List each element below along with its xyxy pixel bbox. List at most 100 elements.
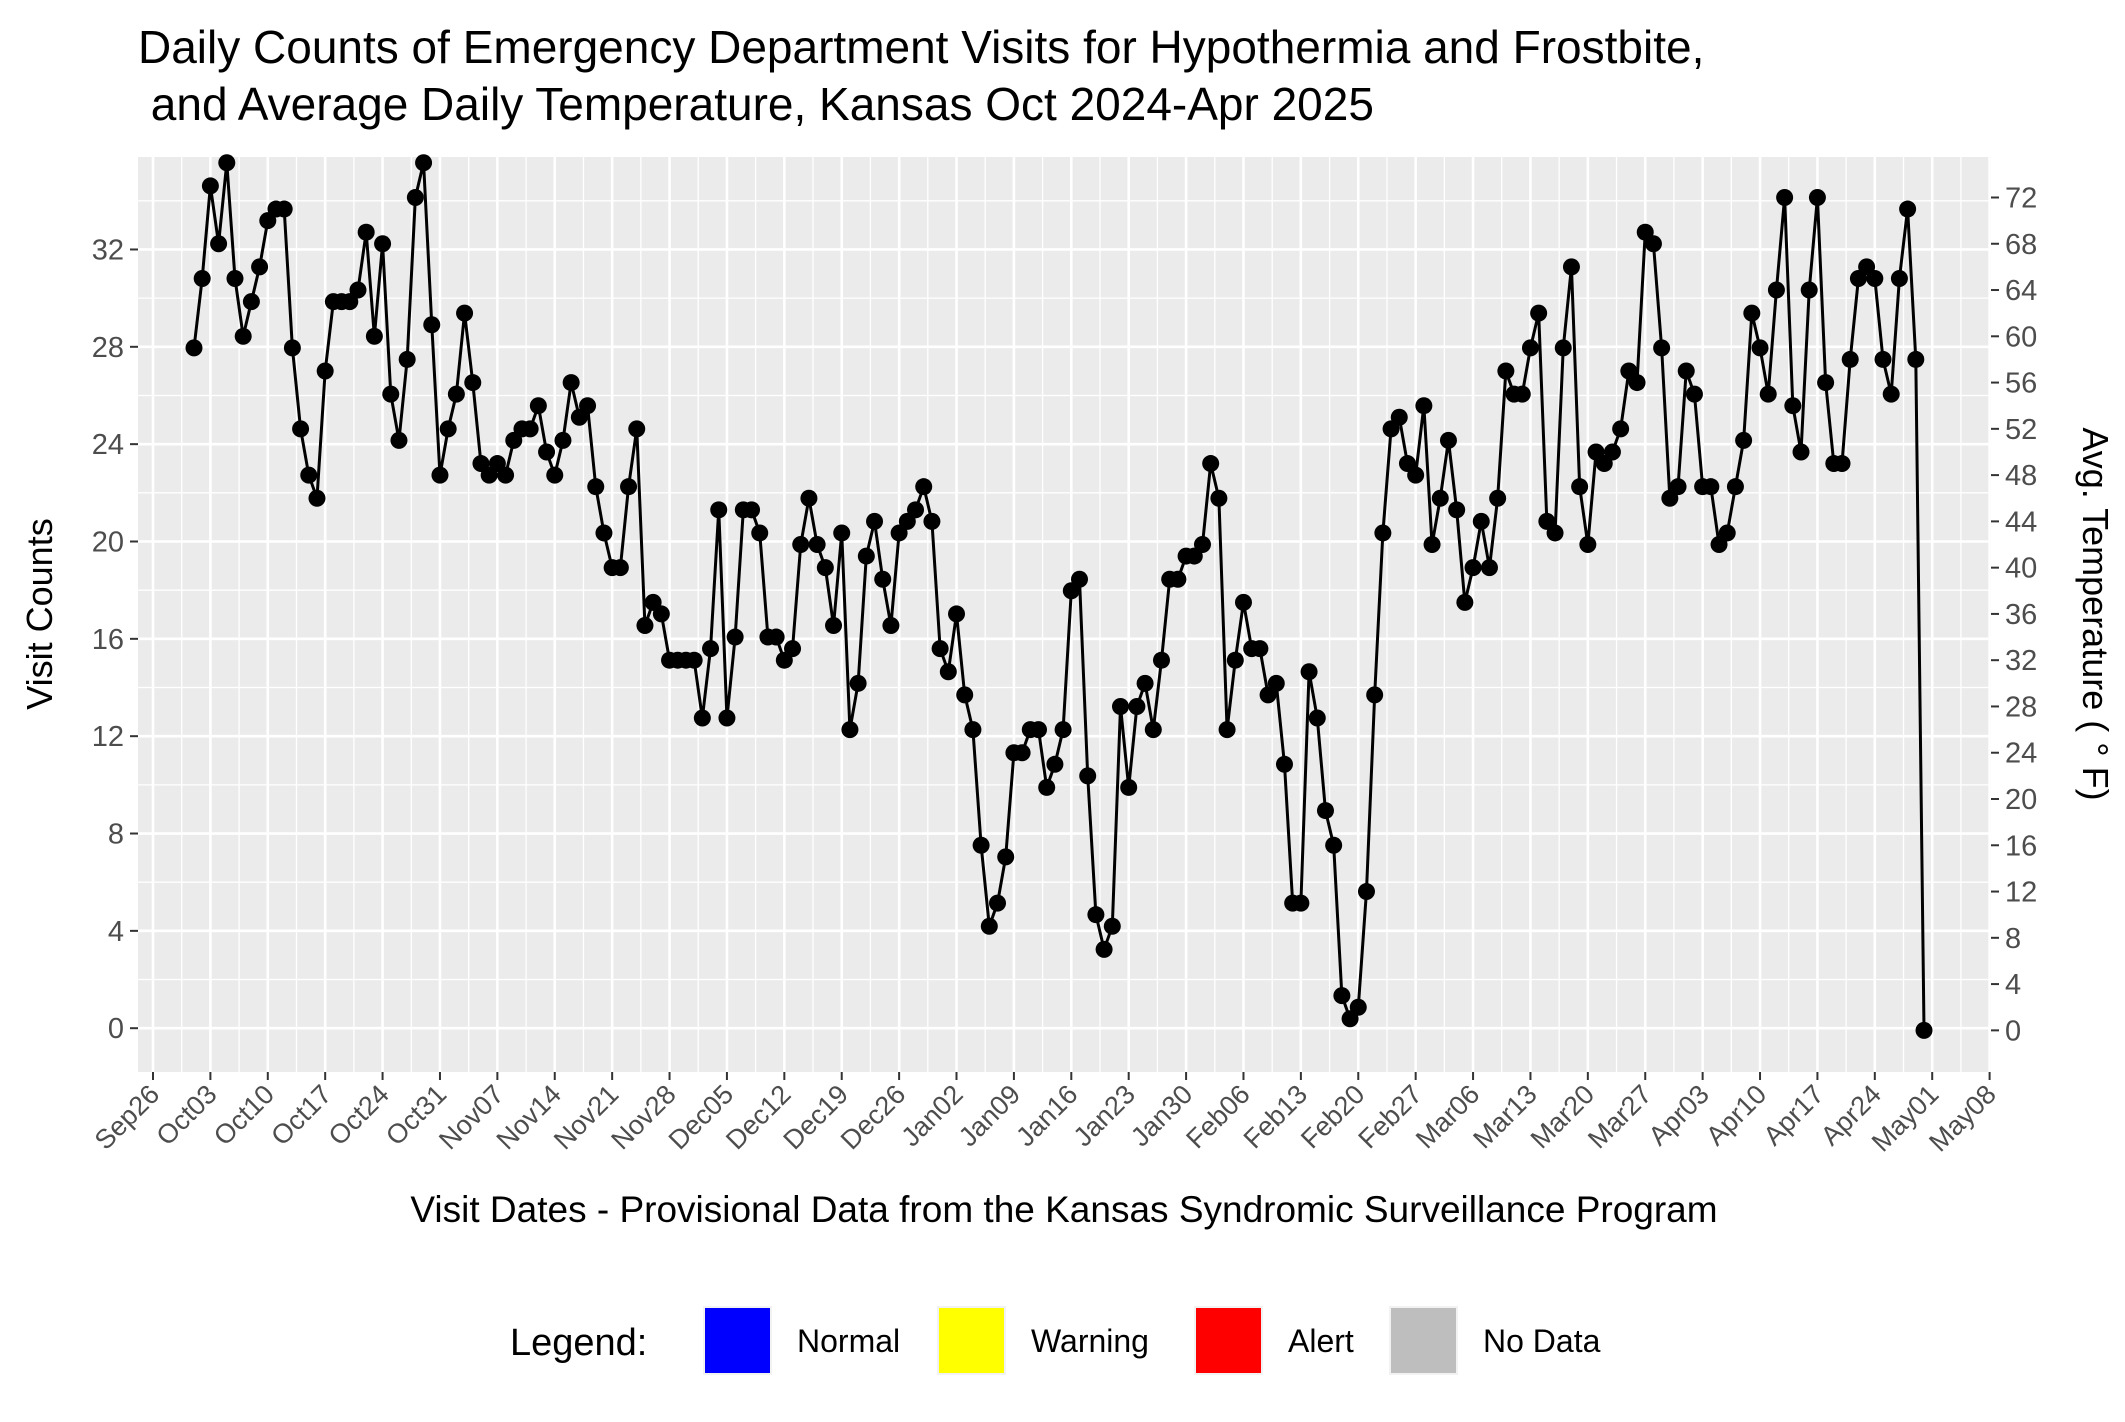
- temperature-point: [1267, 674, 1285, 692]
- chart-title-line-2: and Average Daily Temperature, Kansas Oc…: [138, 78, 1374, 130]
- temperature-point: [1571, 478, 1589, 496]
- temperature-point: [1128, 697, 1146, 715]
- x-tick-label: Dec05: [663, 1079, 739, 1155]
- temperature-point: [406, 188, 424, 206]
- x-tick-label: Apr10: [1700, 1079, 1772, 1151]
- temperature-point: [833, 524, 851, 542]
- temperature-point: [1325, 836, 1343, 854]
- temperature-point: [374, 235, 392, 253]
- temperature-points: [185, 154, 1933, 1039]
- temperature-point: [620, 478, 638, 496]
- temperature-point: [1316, 802, 1334, 820]
- temperature-point: [1423, 536, 1441, 554]
- temperature-point: [1866, 269, 1884, 287]
- left-tick-label: 8: [108, 819, 124, 851]
- temperature-point: [365, 327, 383, 345]
- x-axis-ticks: Sep26Oct03Oct10Oct17Oct24Oct31Nov07Nov14…: [89, 1072, 2002, 1158]
- temperature-point: [1702, 478, 1720, 496]
- right-tick-label: 28: [2005, 691, 2037, 723]
- temperature-point: [1439, 431, 1457, 449]
- left-tick-label: 20: [92, 526, 124, 558]
- temperature-point: [628, 420, 646, 438]
- left-tick-label: 32: [92, 234, 124, 266]
- temperature-point: [1300, 663, 1318, 681]
- temperature-point: [652, 605, 670, 623]
- temperature-point: [357, 223, 375, 241]
- temperature-point: [636, 616, 654, 634]
- temperature-point: [1546, 524, 1564, 542]
- right-tick-label: 12: [2005, 877, 2037, 909]
- temperature-point: [1792, 443, 1810, 461]
- temperature-point: [447, 385, 465, 403]
- x-tick-label: Dec12: [720, 1079, 796, 1155]
- temperature-point: [1308, 709, 1326, 727]
- x-tick-label: Apr03: [1643, 1079, 1715, 1151]
- x-tick-label: Feb06: [1180, 1079, 1255, 1154]
- temperature-point: [464, 374, 482, 392]
- right-tick-label: 52: [2005, 414, 2037, 446]
- temperature-point: [1808, 188, 1826, 206]
- temperature-point: [234, 327, 252, 345]
- x-tick-label: Mar06: [1410, 1079, 1485, 1154]
- temperature-point: [1554, 339, 1572, 357]
- x-tick-label: Dec19: [778, 1079, 854, 1155]
- temperature-point: [956, 686, 974, 704]
- right-tick-label: 72: [2005, 182, 2037, 214]
- temperature-point: [882, 616, 900, 634]
- plot-panel: [138, 157, 1991, 1072]
- temperature-point: [1464, 559, 1482, 577]
- temperature-point: [1644, 235, 1662, 253]
- temperature-point: [931, 640, 949, 658]
- temperature-point: [1374, 524, 1392, 542]
- temperature-point: [751, 524, 769, 542]
- temperature-point: [611, 559, 629, 577]
- temperature-point: [439, 420, 457, 438]
- right-tick-label: 40: [2005, 553, 2037, 585]
- right-tick-label: 4: [2005, 969, 2021, 1001]
- temperature-point: [841, 721, 859, 739]
- x-tick-label: Mar20: [1525, 1079, 1600, 1154]
- temperature-point: [1054, 721, 1072, 739]
- temperature-point: [923, 512, 941, 530]
- y-axis-label: Visit Counts: [19, 518, 60, 709]
- temperature-point: [251, 258, 269, 276]
- right-tick-label: 36: [2005, 599, 2037, 631]
- temperature-point: [415, 154, 433, 172]
- x-tick-label: Nov21: [548, 1079, 624, 1155]
- temperature-point: [808, 536, 826, 554]
- temperature-point: [1677, 362, 1695, 380]
- temperature-point: [1366, 686, 1384, 704]
- temperature-point: [1800, 281, 1818, 299]
- temperature-point: [1530, 304, 1548, 322]
- temperature-point: [972, 836, 990, 854]
- temperature-point: [587, 478, 605, 496]
- right-tick-label: 68: [2005, 229, 2037, 261]
- temperature-point: [702, 640, 720, 658]
- legend-label: No Data: [1483, 1323, 1601, 1359]
- temperature-point: [1472, 512, 1490, 530]
- temperature-point: [521, 420, 539, 438]
- temperature-point: [1390, 408, 1408, 426]
- right-tick-label: 56: [2005, 368, 2037, 400]
- temperature-point: [1275, 755, 1293, 773]
- temperature-point: [1899, 200, 1917, 218]
- temperature-point: [1874, 350, 1892, 368]
- left-tick-label: 12: [92, 721, 124, 753]
- temperature-point: [1251, 640, 1269, 658]
- temperature-point: [423, 316, 441, 334]
- temperature-point: [1226, 651, 1244, 669]
- temperature-point: [1907, 350, 1925, 368]
- legend: Legend: Normal Warning Alert No Data: [510, 1306, 1601, 1375]
- temperature-point: [1743, 304, 1761, 322]
- temperature-point: [349, 281, 367, 299]
- temperature-point: [390, 431, 408, 449]
- temperature-point: [997, 848, 1015, 866]
- temperature-point: [300, 466, 318, 484]
- temperature-point: [693, 709, 711, 727]
- temperature-point: [1095, 940, 1113, 958]
- temperature-point: [948, 605, 966, 623]
- temperature-point: [1562, 258, 1580, 276]
- temperature-point: [1497, 362, 1515, 380]
- x-tick-label: Nov28: [605, 1079, 681, 1155]
